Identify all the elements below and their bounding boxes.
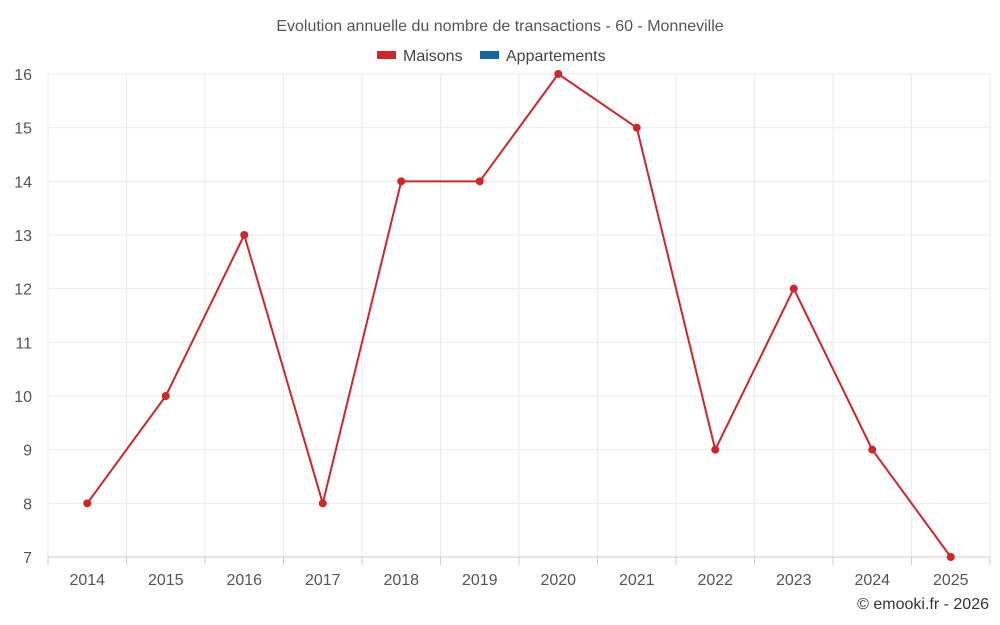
x-tick-label: 2025: [933, 572, 969, 589]
legend-label-maisons: Maisons: [403, 48, 463, 65]
legend: Maisons Appartements: [377, 48, 606, 65]
data-point-2023[interactable]: [789, 284, 798, 293]
legend-item-appartements[interactable]: Appartements: [480, 48, 606, 65]
x-tick-label: 2014: [69, 572, 105, 589]
data-point-2017[interactable]: [318, 499, 327, 508]
y-tick-label: 8: [23, 496, 32, 513]
x-tick-label: 2015: [148, 572, 184, 589]
y-tick-label: 7: [23, 550, 32, 567]
data-point-2021[interactable]: [632, 123, 641, 132]
x-tick-label: 2019: [462, 572, 498, 589]
x-tick-label: 2023: [776, 572, 812, 589]
data-point-2016[interactable]: [240, 231, 249, 239]
y-tick-label: 10: [14, 389, 32, 406]
legend-item-maisons[interactable]: Maisons: [377, 48, 463, 65]
y-tick-label: 14: [14, 174, 32, 191]
y-tick-label: 9: [23, 443, 32, 460]
x-tick-label: 2020: [540, 572, 576, 589]
x-tick-labels: 2014 2015 2016 2017 2018 2019 2020 2021 2022 2023…: [69, 572, 968, 589]
data-point-2025[interactable]: [946, 553, 955, 561]
data-point-2015[interactable]: [161, 392, 170, 400]
series-maisons: [83, 70, 955, 561]
x-tick-label: 2022: [697, 572, 733, 589]
gridlines: [47, 73, 991, 557]
data-point-2018[interactable]: [397, 177, 406, 186]
legend-swatch-appartements: [480, 51, 499, 59]
legend-swatch-maisons: [377, 51, 396, 59]
data-point-2014[interactable]: [83, 499, 92, 508]
legend-label-appartements: Appartements: [506, 48, 606, 65]
data-point-2022[interactable]: [711, 445, 720, 454]
data-point-2020[interactable]: [554, 70, 563, 78]
credit-text: © emooki.fr - 2026: [857, 596, 989, 613]
series-line-maisons: [86, 73, 952, 558]
axes: [47, 556, 991, 565]
y-tick-label: 12: [14, 282, 32, 299]
x-tick-label: 2024: [854, 572, 890, 589]
data-point-2024[interactable]: [868, 445, 877, 454]
y-tick-label: 16: [14, 67, 32, 84]
x-tick-label: 2021: [619, 572, 655, 589]
y-tick-label: 15: [14, 121, 32, 138]
x-tick-label: 2018: [383, 572, 419, 589]
y-tick-labels: 7 8 9 10 11 12 13 14 15 16: [14, 67, 32, 567]
data-point-2019[interactable]: [475, 177, 484, 186]
chart-title: Evolution annuelle du nombre de transact…: [276, 18, 723, 35]
x-tick-label: 2017: [305, 572, 341, 589]
y-tick-label: 11: [15, 335, 32, 352]
y-tick-label: 13: [14, 228, 32, 245]
x-tick-label: 2016: [226, 572, 262, 589]
